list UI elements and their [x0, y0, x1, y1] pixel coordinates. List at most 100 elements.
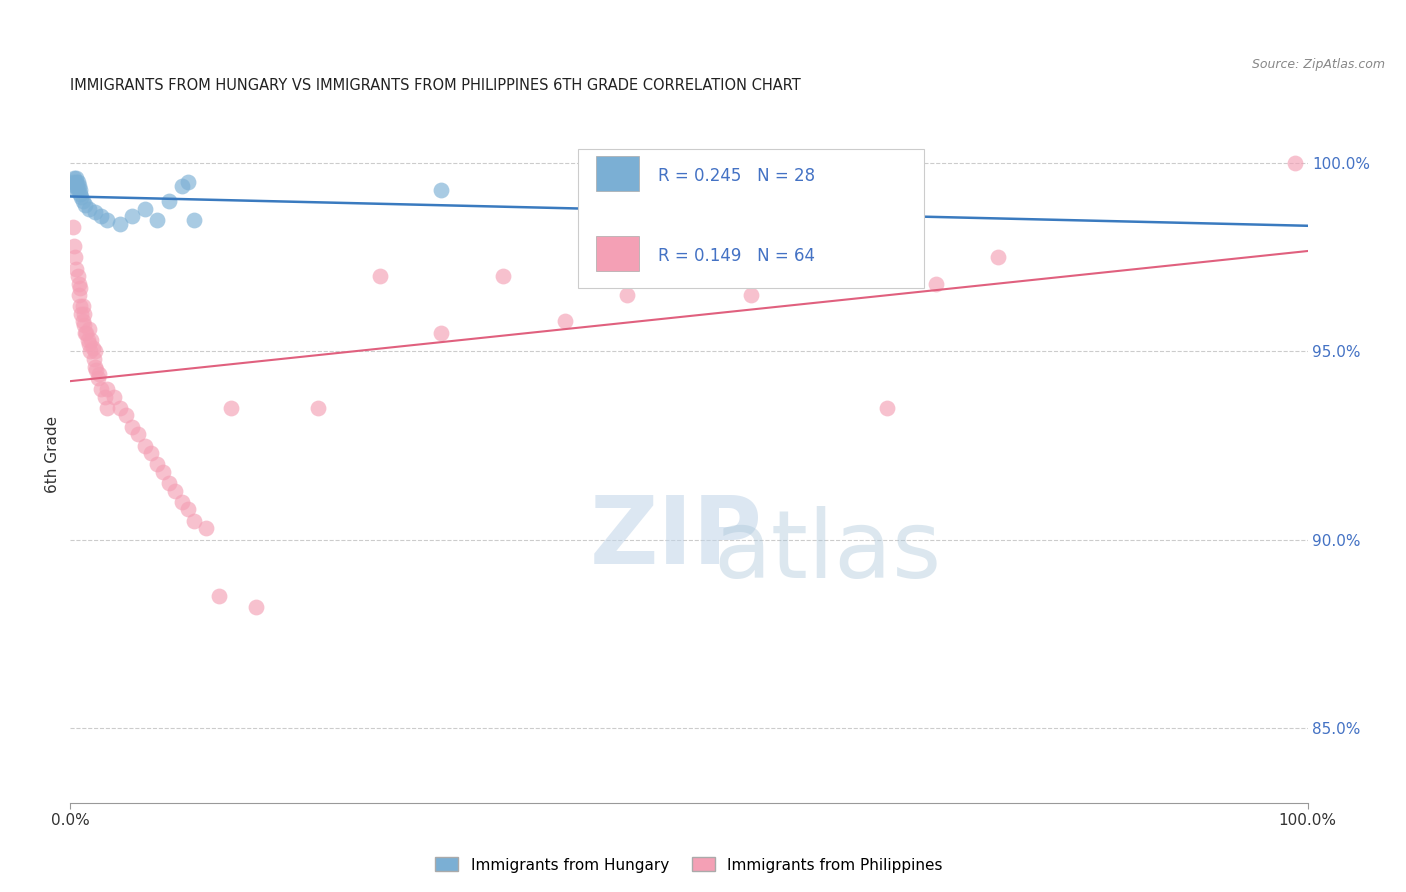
Point	[307, 401, 329, 415]
Point	[90, 382, 112, 396]
Point	[170, 179, 193, 194]
FancyBboxPatch shape	[596, 156, 640, 191]
Legend: Immigrants from Hungary, Immigrants from Philippines: Immigrants from Hungary, Immigrants from…	[429, 851, 949, 879]
Text: R = 0.245   N = 28: R = 0.245 N = 28	[658, 167, 815, 185]
Point	[75, 326, 97, 340]
Point	[121, 419, 143, 434]
Point	[165, 483, 187, 498]
Text: Source: ZipAtlas.com: Source: ZipAtlas.com	[1251, 58, 1385, 71]
Point	[115, 409, 138, 423]
Point	[65, 183, 87, 197]
Point	[72, 299, 94, 313]
Point	[66, 269, 89, 284]
Point	[75, 326, 97, 340]
Point	[66, 179, 89, 194]
Point	[67, 179, 90, 194]
Point	[63, 239, 86, 253]
Point	[183, 212, 205, 227]
Text: ZIP: ZIP	[591, 492, 763, 584]
Point	[65, 261, 87, 276]
Point	[146, 212, 169, 227]
Point	[208, 589, 231, 603]
Point	[67, 288, 90, 302]
Point	[103, 390, 125, 404]
Point	[139, 446, 162, 460]
Point	[77, 337, 100, 351]
Point	[925, 277, 948, 291]
Point	[67, 183, 90, 197]
Point	[62, 220, 84, 235]
Point	[87, 367, 110, 381]
Point	[79, 344, 101, 359]
Point	[219, 401, 242, 415]
Point	[82, 341, 104, 355]
Point	[430, 326, 453, 340]
Point	[108, 401, 131, 415]
Point	[72, 194, 94, 208]
Point	[146, 458, 169, 472]
Point	[66, 175, 89, 189]
Point	[63, 179, 86, 194]
Point	[177, 502, 200, 516]
Point	[72, 314, 94, 328]
Point	[73, 318, 96, 333]
Point	[876, 401, 898, 415]
Point	[76, 333, 98, 347]
Point	[121, 209, 143, 223]
Point	[134, 202, 156, 216]
Point	[65, 175, 87, 189]
Point	[368, 269, 391, 284]
Point	[69, 280, 91, 294]
Point	[678, 251, 700, 265]
Point	[96, 382, 118, 396]
Point	[152, 465, 174, 479]
Point	[70, 190, 93, 204]
Text: atlas: atlas	[714, 507, 942, 599]
Point	[108, 217, 131, 231]
Point	[740, 288, 762, 302]
Text: IMMIGRANTS FROM HUNGARY VS IMMIGRANTS FROM PHILIPPINES 6TH GRADE CORRELATION CHA: IMMIGRANTS FROM HUNGARY VS IMMIGRANTS FR…	[70, 78, 801, 94]
Point	[65, 251, 87, 265]
Point	[96, 401, 118, 415]
Point	[94, 390, 117, 404]
Point	[73, 307, 96, 321]
Point	[83, 351, 105, 366]
Point	[77, 322, 100, 336]
Point	[157, 476, 180, 491]
Text: R = 0.149   N = 64: R = 0.149 N = 64	[658, 247, 815, 265]
Point	[183, 514, 205, 528]
Point	[65, 171, 87, 186]
Point	[554, 314, 576, 328]
Point	[90, 209, 112, 223]
Point	[245, 600, 267, 615]
Point	[157, 194, 180, 208]
Point	[430, 183, 453, 197]
Point	[62, 175, 84, 189]
Point	[801, 239, 824, 253]
Point	[177, 175, 200, 189]
Point	[69, 299, 91, 313]
Point	[69, 183, 91, 197]
Point	[77, 202, 100, 216]
Point	[63, 171, 86, 186]
Point	[616, 288, 638, 302]
Point	[195, 521, 218, 535]
Point	[987, 251, 1010, 265]
Point	[80, 333, 103, 347]
Point	[67, 277, 90, 291]
Point	[70, 307, 93, 321]
Point	[86, 371, 108, 385]
FancyBboxPatch shape	[578, 149, 924, 288]
Point	[134, 438, 156, 452]
Point	[863, 269, 886, 284]
Point	[96, 212, 118, 227]
Point	[170, 495, 193, 509]
Point	[84, 359, 107, 374]
FancyBboxPatch shape	[596, 236, 640, 270]
Point	[84, 344, 107, 359]
Point	[1284, 156, 1306, 170]
Point	[84, 363, 107, 377]
Y-axis label: 6th Grade: 6th Grade	[45, 417, 60, 493]
Point	[69, 186, 91, 201]
Point	[492, 269, 515, 284]
